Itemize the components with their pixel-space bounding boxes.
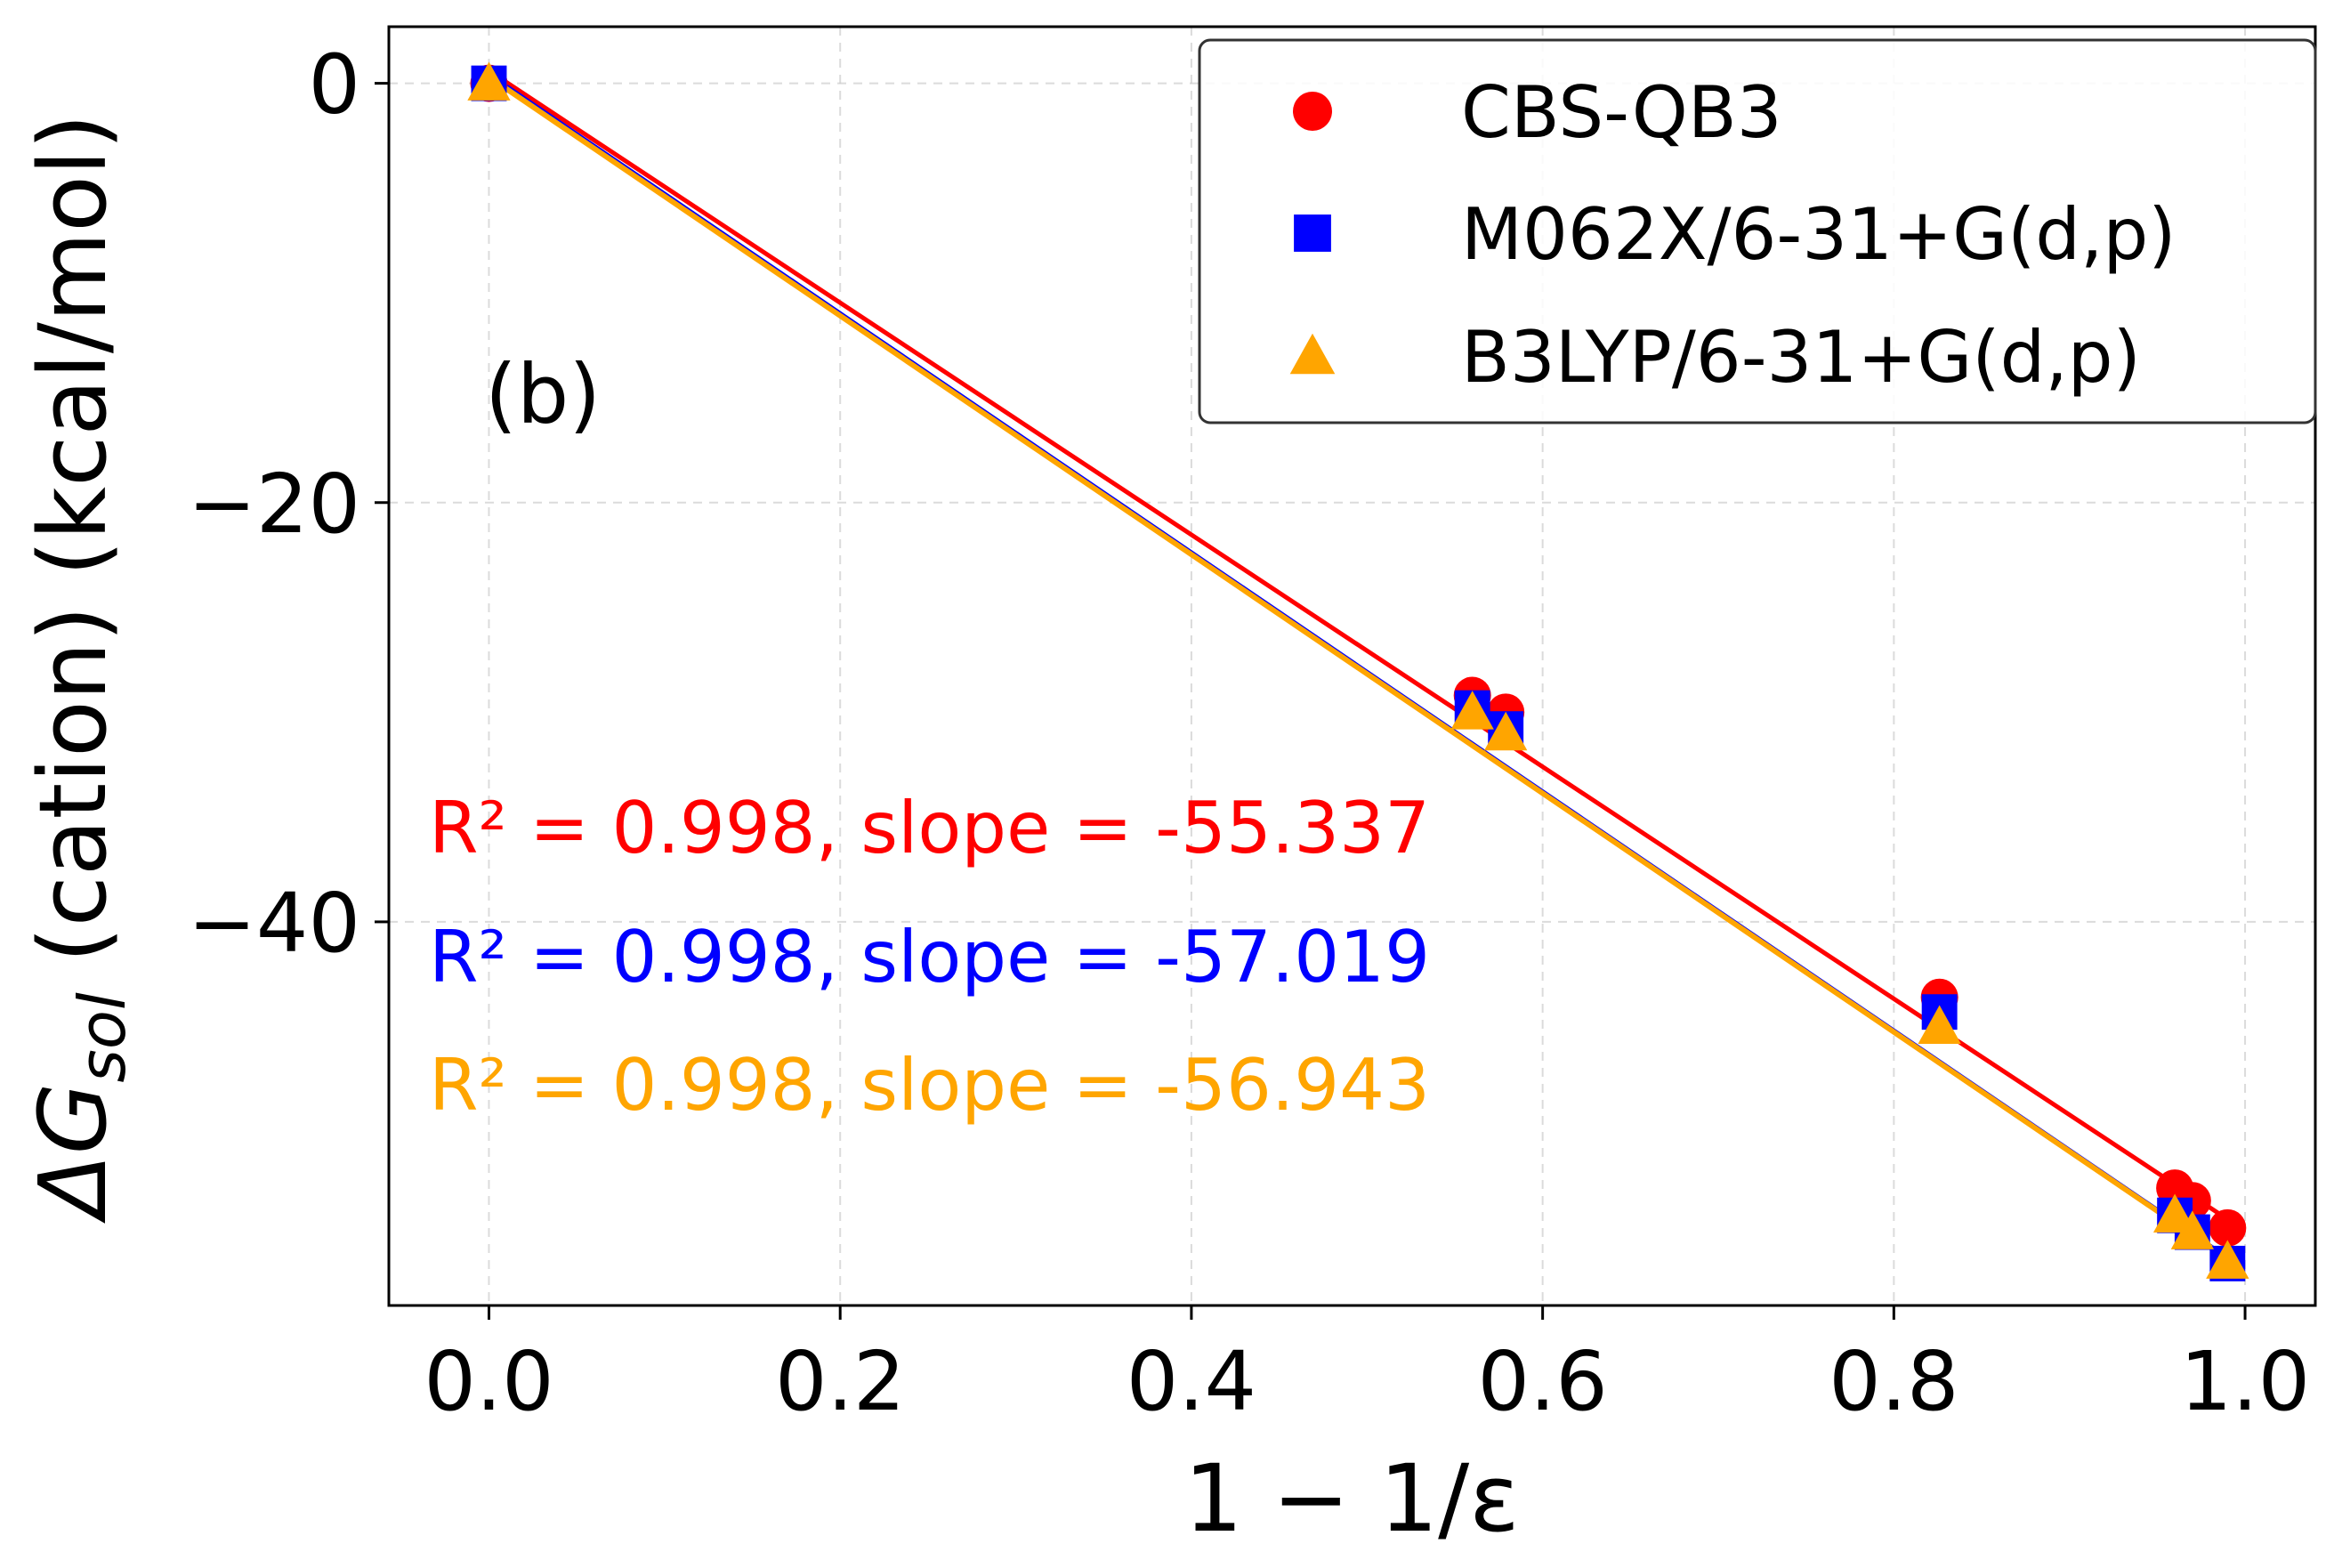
point-b3lyp-6-31-g-d-p- [1450, 691, 1494, 730]
y-axis: 0 −20 −40 [188, 37, 389, 971]
legend-marker-m062x-6-31-g-d-p- [1294, 214, 1331, 252]
y-tick-label: −40 [188, 876, 360, 971]
legend-marker-cbs-qb3 [1293, 92, 1332, 131]
point-b3lyp-6-31-g-d-p- [467, 61, 511, 101]
point-b3lyp-6-31-g-d-p- [2152, 1193, 2197, 1233]
panel-label: (b) [485, 347, 601, 442]
x-axis: 0.0 0.2 0.4 0.6 0.8 1.0 [424, 1305, 2310, 1429]
legend: CBS-QB3 M062X/6-31+G(d,p) B3LYP/6-31+G(d,p… [1198, 38, 2317, 424]
point-cbs-qb3 [2209, 1208, 2247, 1247]
legend-label: M062X/6-31+G(d,p) [1461, 193, 2176, 276]
fit-annotations: R² = 0.998, slope = -55.337 R² = 0.998, s… [429, 787, 1430, 1127]
plot-frame [387, 25, 2317, 1307]
x-tick-label: 0.4 [1127, 1334, 1256, 1429]
fit-annotation: R² = 0.998, slope = -56.943 [429, 1044, 1430, 1127]
point-b3lyp-6-31-g-d-p- [1484, 711, 1528, 751]
legend-label: B3LYP/6-31+G(d,p) [1461, 316, 2141, 399]
x-tick-label: 0.0 [424, 1334, 553, 1429]
y-tick-label: 0 [308, 37, 360, 133]
fit-annotation: R² = 0.998, slope = -55.337 [429, 787, 1430, 869]
y-axis-title-prefix: ΔG [19, 1083, 127, 1224]
x-axis-title: 1 − 1/ε [1184, 1444, 1520, 1553]
fit-line-b3lyp-6-31-g-d-p- [487, 75, 2230, 1262]
legend-box [1198, 38, 2317, 424]
x-tick-label: 1.0 [2180, 1334, 2310, 1429]
legend-label: CBS-QB3 [1461, 71, 1782, 154]
y-axis-title-subscript: sol [65, 992, 140, 1083]
y-axis-title-suffix: (cation) (kcal/mol) [19, 114, 127, 992]
data-points [467, 61, 2249, 1281]
y-axis-title: ΔGsol (cation) (kcal/mol) [19, 114, 140, 1224]
x-tick-label: 0.6 [1477, 1334, 1607, 1429]
point-b3lyp-6-31-g-d-p- [2170, 1210, 2215, 1249]
y-tick-label: −20 [188, 457, 360, 552]
point-b3lyp-6-31-g-d-p- [1918, 1005, 1961, 1045]
x-tick-label: 0.2 [775, 1334, 905, 1429]
point-b3lyp-6-31-g-d-p- [2206, 1240, 2249, 1279]
legend-marker-b3lyp-6-31-g-d-p- [1289, 333, 1336, 375]
x-tick-label: 0.8 [1829, 1334, 1958, 1429]
fit-annotation: R² = 0.998, slope = -57.019 [429, 916, 1430, 998]
